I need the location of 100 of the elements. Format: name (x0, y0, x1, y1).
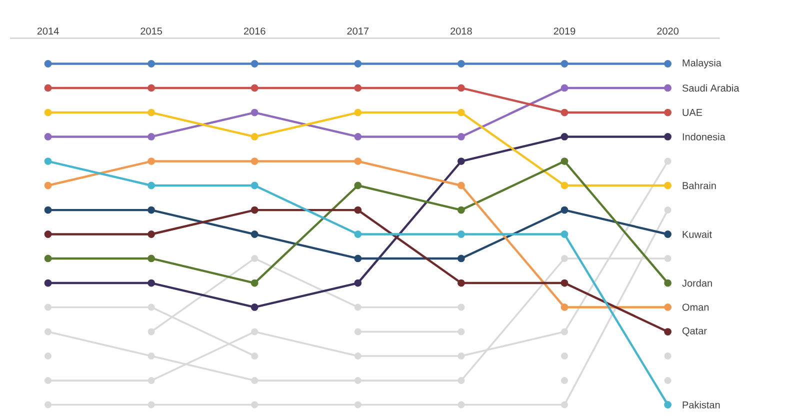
point (664, 108, 672, 116)
point (44, 352, 52, 360)
point (354, 60, 362, 68)
series-label: Qatar (682, 327, 707, 336)
point (44, 60, 52, 68)
point (148, 304, 155, 311)
point (560, 182, 568, 190)
point (250, 84, 258, 92)
x-tick-label: 2020 (657, 28, 679, 35)
point (560, 279, 568, 287)
point (458, 182, 465, 190)
point (458, 158, 465, 165)
point (458, 279, 465, 287)
point (44, 254, 52, 262)
point (458, 230, 465, 238)
point (148, 352, 155, 360)
point (354, 84, 362, 92)
point (354, 158, 362, 165)
point (250, 108, 258, 116)
point (148, 328, 155, 336)
point (148, 254, 156, 262)
point (250, 279, 258, 287)
point (44, 401, 52, 408)
point (250, 182, 258, 190)
point (44, 304, 52, 311)
point (458, 254, 465, 262)
point (354, 230, 362, 238)
series-label: Oman (682, 304, 709, 311)
series-label: Indonesia (682, 133, 726, 140)
series-label: UAE (682, 109, 702, 116)
point (664, 352, 672, 360)
point (148, 158, 156, 165)
point (560, 133, 568, 140)
point (44, 377, 52, 384)
point (664, 60, 672, 68)
series-label: Pakistan (682, 401, 720, 408)
series-label: Bahrain (682, 182, 716, 190)
point (250, 133, 258, 140)
point (44, 279, 52, 287)
point (148, 206, 156, 214)
x-tick-label: 2016 (244, 28, 266, 35)
point (354, 254, 362, 262)
point (664, 254, 672, 262)
point (148, 60, 156, 68)
point (148, 84, 156, 92)
point (148, 108, 156, 116)
point (664, 206, 672, 214)
point (354, 206, 362, 214)
point (251, 254, 258, 262)
x-tick-label: 2014 (37, 28, 59, 35)
point (148, 133, 156, 140)
point (664, 328, 672, 336)
point (251, 377, 258, 384)
x-tick-label: 2015 (140, 28, 162, 35)
point (458, 133, 465, 140)
point (148, 279, 156, 287)
point (44, 328, 52, 336)
point (44, 84, 52, 92)
point (664, 401, 672, 408)
series-label: Jordan (682, 279, 712, 287)
series-label: Kuwait (682, 230, 712, 238)
x-tick-label: 2018 (450, 28, 472, 35)
x-tick-label: 2017 (347, 28, 369, 35)
point (354, 182, 362, 190)
point (458, 352, 465, 360)
point (148, 401, 155, 408)
point (458, 328, 465, 336)
point (250, 230, 258, 238)
point (44, 158, 52, 165)
point (354, 401, 362, 408)
point (560, 254, 568, 262)
point (354, 133, 362, 140)
point (251, 328, 258, 336)
point (354, 304, 362, 311)
series-label: Malaysia (682, 59, 722, 68)
point (664, 230, 672, 238)
point (664, 133, 672, 140)
point (44, 230, 52, 238)
point (560, 60, 568, 68)
point (664, 84, 672, 92)
series-label: Saudi Arabia (682, 84, 740, 92)
point (148, 230, 156, 238)
point (664, 377, 672, 384)
point (354, 328, 362, 336)
point (250, 158, 258, 165)
point (354, 108, 362, 116)
point (44, 206, 52, 214)
point (560, 401, 568, 408)
point (560, 158, 568, 165)
point (44, 108, 52, 116)
point (458, 377, 465, 384)
x-tick-label: 2019 (554, 28, 576, 35)
point (148, 182, 156, 190)
point (458, 84, 465, 92)
point (458, 401, 465, 408)
point (664, 158, 672, 165)
point (458, 108, 465, 116)
point (560, 84, 568, 92)
point (560, 108, 568, 116)
point (44, 182, 52, 190)
